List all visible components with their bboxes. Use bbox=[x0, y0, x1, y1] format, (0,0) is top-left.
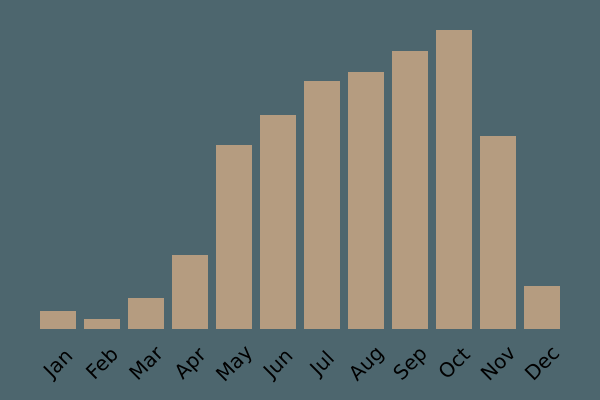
bar-nov bbox=[480, 135, 516, 329]
x-tick-label-apr: Apr bbox=[169, 342, 211, 384]
x-tick-label-jul: Jul bbox=[304, 345, 340, 381]
x-tick-label-jan: Jan bbox=[38, 343, 78, 383]
bar-may bbox=[216, 144, 252, 329]
bar-jun bbox=[260, 115, 296, 329]
x-tick-label-jun: Jun bbox=[258, 343, 298, 383]
bar-apr bbox=[172, 255, 208, 329]
x-tick-label-may: May bbox=[210, 339, 258, 387]
x-tick-label-aug: Aug bbox=[343, 340, 389, 386]
bar-mar bbox=[128, 298, 164, 329]
x-tick-label-sep: Sep bbox=[388, 341, 432, 385]
bar-aug bbox=[348, 71, 384, 329]
x-tick-label-oct: Oct bbox=[433, 342, 475, 384]
bar-oct bbox=[436, 30, 472, 329]
bar-feb bbox=[84, 318, 120, 329]
x-tick-label-feb: Feb bbox=[80, 341, 124, 385]
bar-sep bbox=[392, 50, 428, 329]
x-tick-label-dec: Dec bbox=[519, 340, 565, 386]
bar-dec bbox=[524, 286, 560, 329]
x-tick-label-mar: Mar bbox=[124, 341, 168, 385]
bar-jul bbox=[304, 80, 340, 329]
x-tick-label-nov: Nov bbox=[475, 340, 521, 386]
bar-jan bbox=[40, 310, 76, 329]
